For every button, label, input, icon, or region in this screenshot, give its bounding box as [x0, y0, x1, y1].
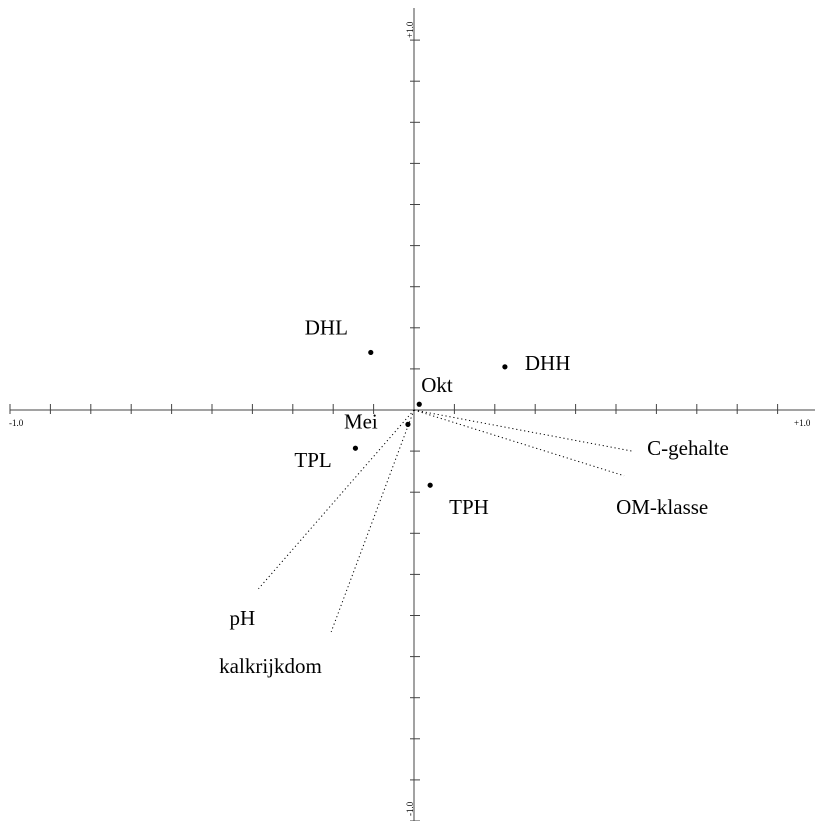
axis-tick-labels: -1.0 +1.0 +1.0 -1.0 — [9, 21, 811, 816]
axis-ticks — [9, 39, 779, 821]
vector-label-c-gehalte: C-gehalte — [647, 436, 729, 460]
vector-label-kalkrijkdom: kalkrijkdom — [219, 654, 322, 678]
point-label-mei: Mei — [344, 409, 378, 433]
point-label-dhh: DHH — [525, 351, 571, 375]
y-max-tick-label: +1.0 — [405, 21, 415, 38]
x-max-tick-label: +1.0 — [794, 418, 811, 428]
vector-line-kalkrijkdom — [330, 409, 415, 633]
point-label-tph: TPH — [449, 495, 489, 519]
point-label-tpl: TPL — [294, 448, 331, 472]
point-label-okt: Okt — [421, 373, 453, 397]
x-min-tick-label: -1.0 — [9, 418, 24, 428]
vector-line-c-gehalte — [413, 409, 633, 452]
vector-label-ph: pH — [229, 606, 255, 630]
point-dhh — [502, 364, 508, 370]
environmental-vectors: C-gehalte OM-klasse pH kalkrijkdom — [219, 409, 729, 678]
point-tpl — [352, 445, 359, 451]
vector-line-ph — [258, 409, 415, 590]
sample-points: DHL DHH Okt Mei TPL TPH — [294, 315, 570, 519]
point-dhl — [368, 349, 374, 356]
vector-line-om-klasse — [413, 409, 625, 477]
y-min-tick-label: -1.0 — [405, 801, 415, 816]
point-mei — [405, 421, 411, 427]
point-tph — [427, 482, 433, 488]
vector-label-om-klasse: OM-klasse — [616, 495, 708, 519]
point-label-dhl: DHL — [305, 315, 348, 339]
point-okt — [416, 401, 422, 407]
